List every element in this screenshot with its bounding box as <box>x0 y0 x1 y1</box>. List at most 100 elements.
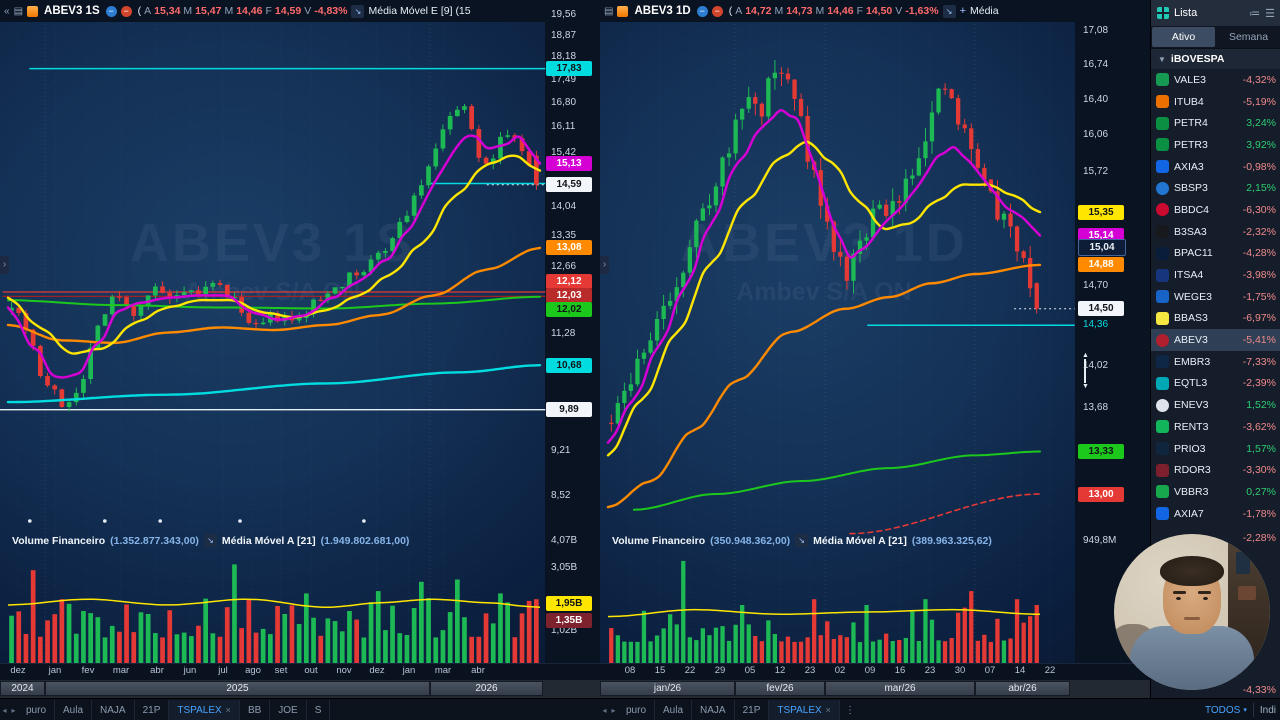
watchlist-row[interactable]: ABEV3 -5,41% <box>1151 329 1280 351</box>
collapse-panel-icon[interactable]: « <box>4 5 10 17</box>
period-band[interactable]: fev/26 <box>735 681 825 696</box>
period-band[interactable]: jan/26 <box>600 681 735 696</box>
todos-dropdown[interactable]: TODOS ▾ <box>1205 705 1247 716</box>
layout-grid-icon[interactable]: ▤ <box>13 5 24 17</box>
symbol-title[interactable]: ABEV3 1D <box>634 5 691 17</box>
volume-title[interactable]: Volume Financeiro <box>12 534 106 547</box>
time-axis-label: jun <box>183 665 197 676</box>
ohlc-key: M <box>224 5 234 17</box>
watchlist-row[interactable]: B3SA3 -2,32% <box>1151 221 1280 243</box>
time-axis-label: 08 <box>624 665 636 676</box>
trend-icon[interactable]: ↘ <box>795 534 809 547</box>
layout-grid-icon[interactable]: ▤ <box>604 5 614 17</box>
axis-price-label: 16,11 <box>551 121 576 133</box>
indicator-toggle-icon[interactable]: − <box>696 5 708 17</box>
stock-logo-icon <box>1156 268 1169 282</box>
indicator-toggle-icon[interactable]: − <box>105 5 117 17</box>
period-band[interactable]: mar/26 <box>825 681 975 696</box>
volume-ma-title[interactable]: Média Móvel A [21] <box>813 534 907 547</box>
volume-title[interactable]: Volume Financeiro <box>612 534 706 547</box>
watchlist-group-header[interactable]: ▼ iBOVESPA <box>1151 49 1280 69</box>
watchlist-row[interactable]: ITUB4 -5,19% <box>1151 91 1280 113</box>
watchlist-row[interactable]: PETR3 3,92% <box>1151 134 1280 156</box>
tab-scroll-right-icon[interactable]: ▸ <box>611 705 616 715</box>
tab-scroll-left-icon[interactable]: ◂ <box>2 705 7 715</box>
ohlc-key: M <box>183 5 193 17</box>
tab-partial-label[interactable]: Indi <box>1259 704 1276 716</box>
watchlist-row[interactable]: EMBR3 -7,33% <box>1151 351 1280 373</box>
watchlist-row[interactable]: WEGE3 -1,75% <box>1151 286 1280 308</box>
alert-toggle-icon[interactable]: − <box>711 5 723 17</box>
stock-logo-icon <box>1156 398 1169 412</box>
stock-change-pct: 2,15% <box>1246 182 1276 195</box>
stock-ticker: PRIO3 <box>1174 442 1206 455</box>
panel-expander-icon[interactable]: › <box>600 256 609 274</box>
add-indicator-icon[interactable]: + <box>959 5 966 17</box>
chart-plot-background[interactable] <box>600 22 1075 663</box>
indicator-label[interactable]: Média Móvel E [9] (15 <box>368 5 471 17</box>
price-chart-canvas[interactable] <box>0 0 600 698</box>
close-tab-icon[interactable]: × <box>825 704 831 715</box>
tab-scroll-left-icon[interactable]: ◂ <box>602 705 607 715</box>
workspace-tab-tspalex[interactable]: TSPALEX × <box>769 699 840 720</box>
watchlist-row[interactable]: VALE3 -4,32% <box>1151 69 1280 91</box>
ohlc-value: -4,83% <box>314 5 348 17</box>
list-view-icon[interactable]: ≔ <box>1249 7 1261 20</box>
ohlc-values: (A 14,72 M 14,73 M 14,46 F 14,50 V -1,63% <box>728 5 939 17</box>
watchlist-grid-icon[interactable] <box>1157 7 1169 19</box>
watchlist-row[interactable]: ITSA4 -3,98% <box>1151 264 1280 286</box>
watchlist-row[interactable]: AXIA7 -1,78% <box>1151 503 1280 525</box>
workspace-tab-21p[interactable]: 21P <box>135 699 170 720</box>
watchlist-row[interactable]: RDOR3 -3,30% <box>1151 459 1280 481</box>
period-band[interactable]: 2024 <box>0 681 45 696</box>
volume-bars <box>609 560 1039 663</box>
watchlist-row[interactable]: BBDC4 -6,30% <box>1151 199 1280 221</box>
trend-icon[interactable]: ↘ <box>203 534 217 547</box>
trend-icon[interactable]: ↘ <box>351 4 365 18</box>
trend-icon[interactable]: ↘ <box>942 4 956 18</box>
close-tab-icon[interactable]: × <box>225 704 231 715</box>
person-eye <box>1203 597 1208 600</box>
watchlist-row[interactable]: SBSP3 2,15% <box>1151 177 1280 199</box>
watchlist-row[interactable]: PRIO3 1,57% <box>1151 438 1280 460</box>
workspace-tab-label: NAJA <box>700 704 726 716</box>
price-chart-canvas[interactable] <box>600 0 1150 698</box>
watchlist-row[interactable]: BPAC11 -4,28% <box>1151 243 1280 265</box>
watchlist-row[interactable]: EQTL3 -2,39% <box>1151 373 1280 395</box>
watchlist-row[interactable]: RENT3 -3,62% <box>1151 416 1280 438</box>
watchlist-row[interactable]: VBBR3 0,27% <box>1151 481 1280 503</box>
symbol-title[interactable]: ABEV3 1S <box>44 5 100 17</box>
workspace-tab-21p[interactable]: 21P <box>735 699 770 720</box>
watchlist-row[interactable]: PETR4 3,24% <box>1151 112 1280 134</box>
workspace-tab-naja[interactable]: NAJA <box>92 699 135 720</box>
menu-icon[interactable]: ☰ <box>1265 7 1275 20</box>
workspace-tab-s[interactable]: S <box>307 699 331 720</box>
workspace-tab-puro[interactable]: puro <box>18 699 56 720</box>
workspace-tab-aula[interactable]: Aula <box>55 699 93 720</box>
period-band[interactable]: abr/26 <box>975 681 1070 696</box>
stock-logo-icon <box>1156 116 1169 130</box>
indicator-label[interactable]: Média <box>970 5 999 17</box>
chevron-down-icon: ▼ <box>1158 54 1166 64</box>
workspace-tab-tspalex[interactable]: TSPALEX × <box>169 699 240 720</box>
workspace-tab-puro[interactable]: puro <box>618 699 656 720</box>
more-tabs-icon[interactable]: ⋮ <box>844 704 855 716</box>
workspace-tab-label: JOE <box>278 704 298 716</box>
watchlist-row[interactable]: BBAS3 -6,97% <box>1151 308 1280 330</box>
watchlist-tab-semana[interactable]: Semana <box>1228 31 1269 43</box>
workspace-tab-naja[interactable]: NAJA <box>692 699 735 720</box>
tab-scroll-right-icon[interactable]: ▸ <box>11 705 16 715</box>
period-band[interactable]: 2026 <box>430 681 543 696</box>
ma-line-yellow <box>606 140 1042 457</box>
time-axis-label: jul <box>218 665 228 676</box>
watchlist-row[interactable]: AXIA3 -0,98% <box>1151 156 1280 178</box>
panel-expander-icon[interactable]: › <box>0 256 9 274</box>
workspace-tab-joe[interactable]: JOE <box>270 699 307 720</box>
workspace-tab-bb[interactable]: BB <box>240 699 271 720</box>
watchlist-tab-ativo[interactable]: Ativo <box>1152 27 1215 47</box>
alert-toggle-icon[interactable]: − <box>120 5 132 17</box>
period-band[interactable]: 2025 <box>45 681 430 696</box>
volume-ma-title[interactable]: Média Móvel A [21] <box>221 534 316 547</box>
watchlist-row[interactable]: ENEV3 1,52% <box>1151 394 1280 416</box>
workspace-tab-aula[interactable]: Aula <box>655 699 693 720</box>
